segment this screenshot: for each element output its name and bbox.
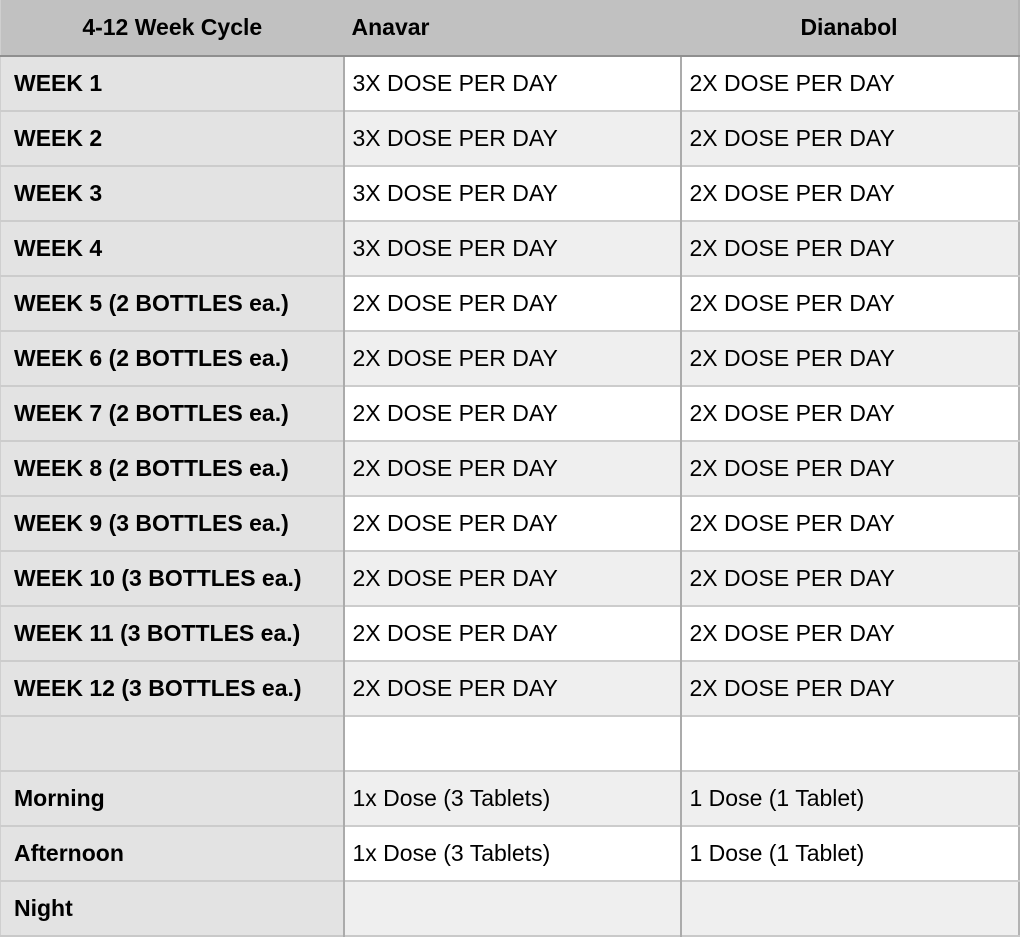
- dianabol-dose-cell: 2X DOSE PER DAY: [679, 275, 1019, 331]
- time-label-cell: Morning: [0, 770, 344, 826]
- week-label-cell: WEEK 12 (3 BOTTLES ea.): [0, 660, 344, 716]
- anavar-dose-cell: 2X DOSE PER DAY: [342, 275, 681, 331]
- anavar-dose-cell: [342, 715, 681, 771]
- dianabol-dose-cell: 2X DOSE PER DAY: [679, 550, 1019, 606]
- dianabol-dose-cell: 2X DOSE PER DAY: [679, 385, 1019, 441]
- dianabol-dose-cell: 1 Dose (1 Tablet): [679, 770, 1019, 826]
- table-row-week-7: WEEK 7 (2 BOTTLES ea.) 2X DOSE PER DAY 2…: [0, 385, 1019, 441]
- dianabol-dose-cell: 2X DOSE PER DAY: [679, 495, 1019, 551]
- table-row-night: Night: [0, 880, 1019, 936]
- table-row-week-8: WEEK 8 (2 BOTTLES ea.) 2X DOSE PER DAY 2…: [0, 440, 1019, 496]
- header-cell-anavar: Anavar: [343, 0, 681, 57]
- time-label-cell: Afternoon: [0, 825, 344, 881]
- table-row-week-1: WEEK 1 3X DOSE PER DAY 2X DOSE PER DAY: [0, 55, 1019, 111]
- week-label-cell: WEEK 4: [0, 220, 344, 276]
- anavar-dose-cell: 2X DOSE PER DAY: [342, 660, 681, 716]
- anavar-dose-cell: 3X DOSE PER DAY: [342, 220, 681, 276]
- dianabol-dose-cell: 2X DOSE PER DAY: [679, 165, 1019, 221]
- header-row: 4-12 Week Cycle Anavar Dianabol: [0, 0, 1019, 57]
- week-label-cell: WEEK 7 (2 BOTTLES ea.): [0, 385, 344, 441]
- anavar-dose-cell: 1x Dose (3 Tablets): [342, 825, 681, 881]
- dianabol-dose-cell: 2X DOSE PER DAY: [679, 660, 1019, 716]
- anavar-dose-cell: 1x Dose (3 Tablets): [342, 770, 681, 826]
- dianabol-dose-cell: 1 Dose (1 Tablet): [679, 825, 1019, 881]
- dianabol-dose-cell: [679, 715, 1019, 771]
- table-row-week-9: WEEK 9 (3 BOTTLES ea.) 2X DOSE PER DAY 2…: [0, 495, 1019, 551]
- table-row-week-4: WEEK 4 3X DOSE PER DAY 2X DOSE PER DAY: [0, 220, 1019, 276]
- anavar-dose-cell: 3X DOSE PER DAY: [342, 165, 681, 221]
- table-header: 4-12 Week Cycle Anavar Dianabol: [0, 0, 1019, 57]
- table-row-week-12: WEEK 12 (3 BOTTLES ea.) 2X DOSE PER DAY …: [0, 660, 1019, 716]
- time-label-cell: Night: [0, 880, 344, 936]
- week-label-cell: WEEK 2: [0, 110, 344, 166]
- anavar-dose-cell: [342, 880, 681, 936]
- dianabol-dose-cell: 2X DOSE PER DAY: [679, 605, 1019, 661]
- table-row-afternoon: Afternoon 1x Dose (3 Tablets) 1 Dose (1 …: [0, 825, 1019, 881]
- week-label-cell: WEEK 8 (2 BOTTLES ea.): [0, 440, 344, 496]
- anavar-dose-cell: 2X DOSE PER DAY: [342, 550, 681, 606]
- anavar-dose-cell: 3X DOSE PER DAY: [342, 55, 681, 111]
- week-label-cell: WEEK 5 (2 BOTTLES ea.): [0, 275, 344, 331]
- table-row-week-11: WEEK 11 (3 BOTTLES ea.) 2X DOSE PER DAY …: [0, 605, 1019, 661]
- table-row-morning: Morning 1x Dose (3 Tablets) 1 Dose (1 Ta…: [0, 770, 1019, 826]
- week-label-cell: WEEK 10 (3 BOTTLES ea.): [0, 550, 344, 606]
- table-row-week-3: WEEK 3 3X DOSE PER DAY 2X DOSE PER DAY: [0, 165, 1019, 221]
- week-label-cell: WEEK 11 (3 BOTTLES ea.): [0, 605, 344, 661]
- dianabol-dose-cell: 2X DOSE PER DAY: [679, 440, 1019, 496]
- week-label-cell: [0, 715, 344, 771]
- dianabol-dose-cell: 2X DOSE PER DAY: [679, 55, 1019, 111]
- header-cell-dianabol: Dianabol: [680, 0, 1019, 57]
- header-cell-cycle: 4-12 Week Cycle: [0, 0, 344, 57]
- dianabol-dose-cell: 2X DOSE PER DAY: [679, 330, 1019, 386]
- table-row-week-6: WEEK 6 (2 BOTTLES ea.) 2X DOSE PER DAY 2…: [0, 330, 1019, 386]
- dianabol-dose-cell: 2X DOSE PER DAY: [679, 110, 1019, 166]
- anavar-dose-cell: 2X DOSE PER DAY: [342, 385, 681, 441]
- table-row-week-5: WEEK 5 (2 BOTTLES ea.) 2X DOSE PER DAY 2…: [0, 275, 1019, 331]
- anavar-dose-cell: 2X DOSE PER DAY: [342, 440, 681, 496]
- table-row-spacer: [0, 715, 1019, 771]
- table-body: WEEK 1 3X DOSE PER DAY 2X DOSE PER DAY W…: [0, 55, 1019, 936]
- dianabol-dose-cell: 2X DOSE PER DAY: [679, 220, 1019, 276]
- dianabol-dose-cell: [679, 880, 1019, 936]
- table-row-week-2: WEEK 2 3X DOSE PER DAY 2X DOSE PER DAY: [0, 110, 1019, 166]
- table-row-week-10: WEEK 10 (3 BOTTLES ea.) 2X DOSE PER DAY …: [0, 550, 1019, 606]
- anavar-dose-cell: 2X DOSE PER DAY: [342, 495, 681, 551]
- week-label-cell: WEEK 1: [0, 55, 344, 111]
- week-label-cell: WEEK 3: [0, 165, 344, 221]
- anavar-dose-cell: 2X DOSE PER DAY: [342, 330, 681, 386]
- anavar-dose-cell: 2X DOSE PER DAY: [342, 605, 681, 661]
- week-label-cell: WEEK 9 (3 BOTTLES ea.): [0, 495, 344, 551]
- anavar-dose-cell: 3X DOSE PER DAY: [342, 110, 681, 166]
- week-label-cell: WEEK 6 (2 BOTTLES ea.): [0, 330, 344, 386]
